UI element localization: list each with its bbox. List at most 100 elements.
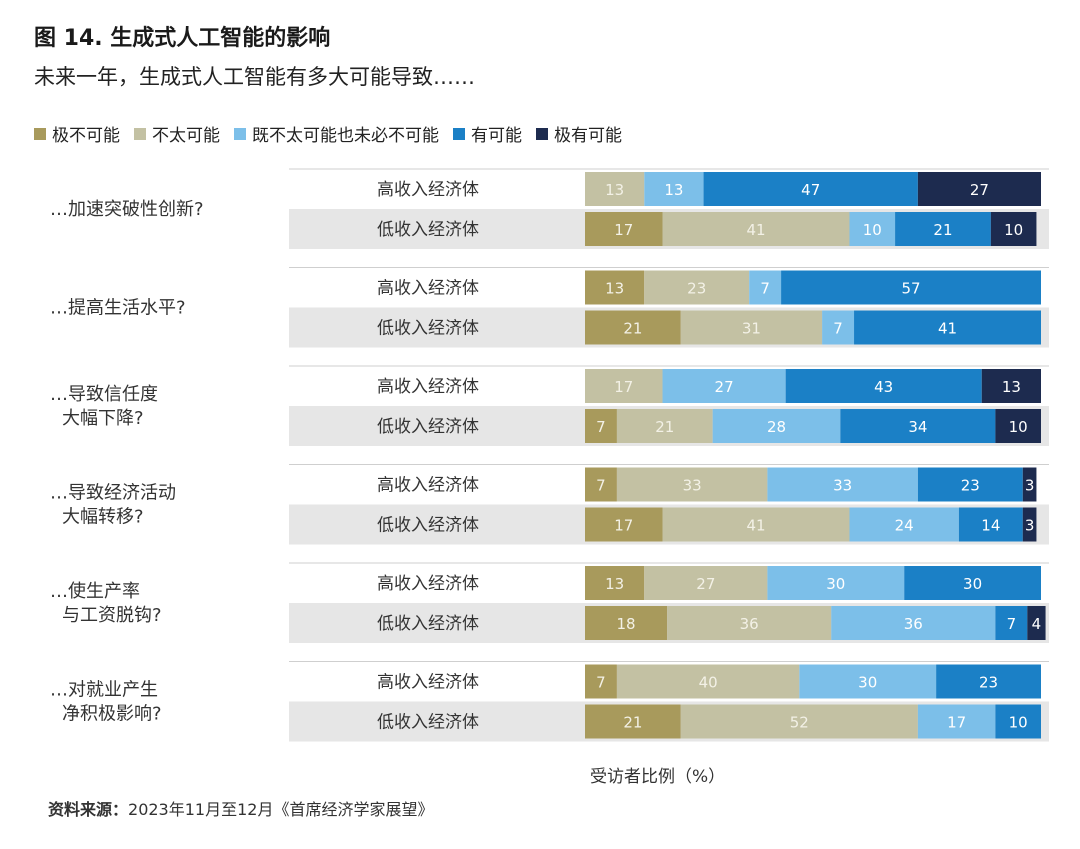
bar-value-label: 13 [664,181,683,199]
bar-value-label: 3 [1025,477,1035,495]
row-label: 高收入经济体 [377,476,479,496]
bar-value-label: 27 [696,575,715,593]
bar-segment [995,606,1028,640]
bar-segment [616,409,713,443]
row-label: 低收入经济体 [377,516,479,536]
bar-value-label: 7 [1007,615,1017,633]
legend-item-0: 极不可能 [34,121,120,146]
bar-segment [995,409,1041,443]
bar-segment [781,270,1041,305]
legend-swatch-icon [453,127,465,140]
bar-value-label: 21 [623,320,642,338]
bar-segment [616,664,800,699]
bar-value-label: 40 [699,674,718,692]
bar-segment [749,270,782,305]
bar-segment [662,212,850,246]
bar-segment [585,507,663,542]
bar-segment [585,310,681,345]
bar-segment [917,704,996,739]
group-label: …使生产率 [50,581,140,602]
chart-subtitle: 未来一年，生成式人工智能有多大可能导致…… [34,65,475,89]
bar-value-label: 13 [1002,378,1021,396]
bar-segment [799,664,937,699]
bar-segment [822,310,855,345]
bar-segment [1022,507,1037,542]
bar-segment [662,369,786,403]
bar-segment [767,566,905,600]
bar-value-label: 13 [605,280,624,298]
bar-value-label: 17 [947,714,966,732]
bar-segment [585,172,645,206]
bar-segment [585,467,617,502]
bar-value-label: 21 [623,714,642,732]
row-label: 高收入经济体 [377,574,479,594]
bar-segment [981,369,1041,403]
bar-value-label: 43 [874,378,893,396]
row-label: 高收入经济体 [377,279,479,299]
source-note: 资料来源：2023年11月至12月《首席经济学家展望》 [48,796,433,820]
bar-value-label: 17 [614,378,633,396]
legend-swatch-icon [536,127,548,140]
bar-segment [936,664,1041,699]
legend-swatch-icon [34,127,46,140]
bar-segment [585,606,668,640]
legend: 极不可能 不太可能 既不太可能也未必不可能 有可能 极有可能 [34,121,636,146]
bar-value-label: 27 [715,378,734,396]
row-label: 低收入经济体 [377,417,479,437]
bar-segment [849,507,959,542]
legend-item-3: 有可能 [453,121,522,146]
bar-segment [849,212,896,246]
bar-segment [585,664,617,699]
row-label: 低收入经济体 [377,319,479,339]
bar-value-label: 18 [616,615,635,633]
bar-segment [995,704,1041,739]
group-label: 净积极影响? [62,704,162,725]
bar-value-label: 27 [970,181,989,199]
group-label: …对就业产生 [50,680,158,701]
legend-item-2: 既不太可能也未必不可能 [234,121,439,146]
bar-value-label: 10 [863,221,882,239]
bar-segment [585,566,645,600]
bar-value-label: 41 [938,320,957,338]
bar-value-label: 23 [979,674,998,692]
bar-value-label: 52 [790,714,809,732]
bar-value-label: 4 [1032,615,1042,633]
bar-value-label: 7 [596,477,606,495]
legend-label: 有可能 [471,126,522,146]
row-label: 低收入经济体 [377,713,479,733]
row-label: 高收入经济体 [377,673,479,693]
bar-value-label: 14 [981,517,1000,535]
group-label: …加速突破性创新? [50,199,204,220]
bar-value-label: 41 [746,517,765,535]
group-label: 大幅下降? [62,408,144,429]
bar-value-label: 30 [858,674,877,692]
legend-item-1: 不太可能 [134,121,220,146]
bar-segment [644,270,750,305]
bar-value-label: 47 [801,181,820,199]
group-label: …导致经济活动 [50,483,176,504]
bar-segment [667,606,832,640]
legend-swatch-icon [234,127,246,140]
bar-segment [585,270,645,305]
group-label: 大幅转移? [62,507,144,528]
group-label: …导致信任度 [50,384,158,405]
legend-label: 既不太可能也未必不可能 [252,126,439,146]
bar-value-label: 7 [833,320,843,338]
bar-value-label: 10 [1004,221,1023,239]
bar-value-label: 23 [961,477,980,495]
bar-value-label: 7 [596,674,606,692]
bar-value-label: 13 [605,575,624,593]
bar-segment [585,212,663,246]
bar-value-label: 10 [1009,714,1028,732]
bar-value-label: 30 [826,575,845,593]
bar-segment [895,212,991,246]
bar-value-label: 41 [746,221,765,239]
bar-value-label: 13 [605,181,624,199]
bar-segment [680,310,823,345]
bar-segment [831,606,996,640]
legend-swatch-icon [134,127,146,140]
bar-value-label: 34 [908,418,927,436]
bar-segment [904,566,1041,600]
legend-item-4: 极有可能 [536,121,622,146]
bar-value-label: 23 [687,280,706,298]
